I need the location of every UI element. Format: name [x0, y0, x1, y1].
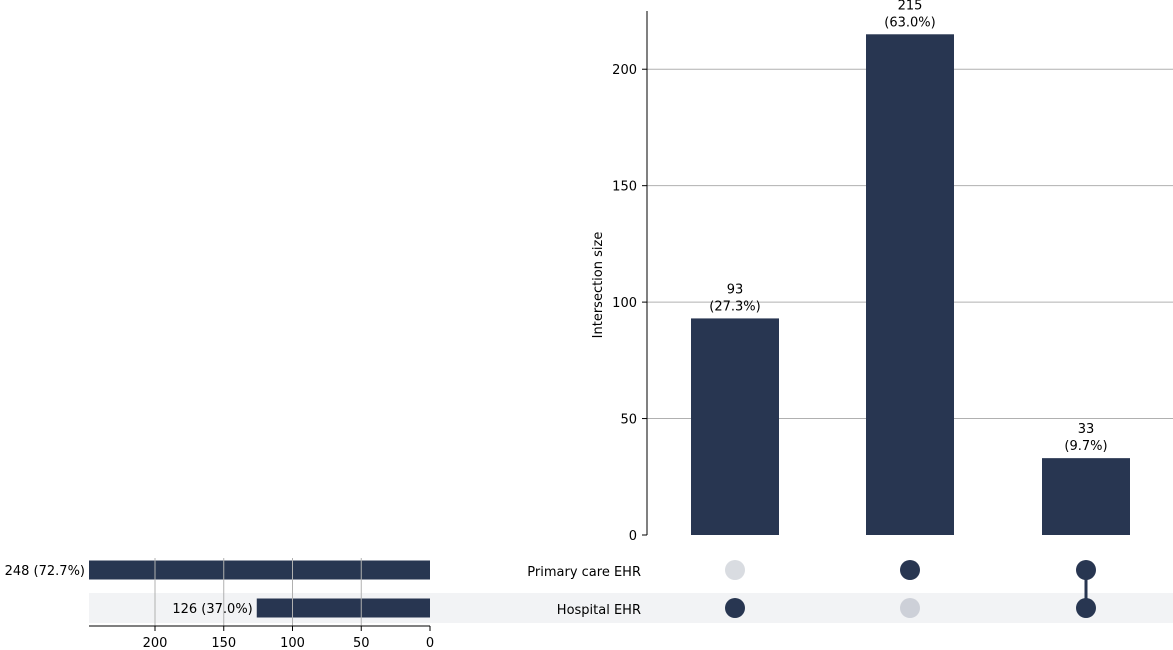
y-tick-label: 200 [612, 63, 637, 78]
y-tick-label: 50 [620, 413, 637, 428]
y-axis-label: Intersection size [591, 232, 606, 339]
set-size-tick-label: 100 [280, 636, 305, 650]
set-size-bar [89, 560, 430, 580]
set-size-label: 248 (72.7%) [5, 564, 85, 579]
y-tick-label: 150 [612, 180, 637, 195]
intersection-bar [1042, 458, 1130, 535]
set-size-tick-label: 150 [211, 636, 236, 650]
set-size-tick-label: 200 [143, 636, 168, 650]
matrix-dot-active [1076, 598, 1096, 618]
matrix-dot-active [725, 598, 745, 618]
matrix-dot-active [900, 560, 920, 580]
bar-value-label: 93 [727, 282, 744, 297]
set-size-label: 126 (37.0%) [172, 602, 252, 617]
bar-percent-label: (9.7%) [1064, 439, 1107, 454]
bar-value-label: 33 [1078, 422, 1095, 437]
y-tick-label: 100 [612, 296, 637, 311]
set-name-label: Primary care EHR [527, 565, 641, 580]
set-size-bar [256, 598, 430, 618]
matrix-dot-inactive [900, 598, 920, 618]
bar-percent-label: (63.0%) [884, 15, 935, 30]
intersection-bar [691, 318, 779, 535]
bar-percent-label: (27.3%) [709, 299, 760, 314]
matrix-dot-inactive [725, 560, 745, 580]
set-size-tick-label: 0 [426, 636, 434, 650]
set-size-tick-label: 50 [353, 636, 370, 650]
intersection-bar [866, 34, 954, 536]
set-name-label: Hospital EHR [557, 603, 641, 618]
matrix-dot-active [1076, 560, 1096, 580]
bar-value-label: 215 [898, 0, 923, 13]
y-tick-label: 0 [629, 529, 637, 544]
